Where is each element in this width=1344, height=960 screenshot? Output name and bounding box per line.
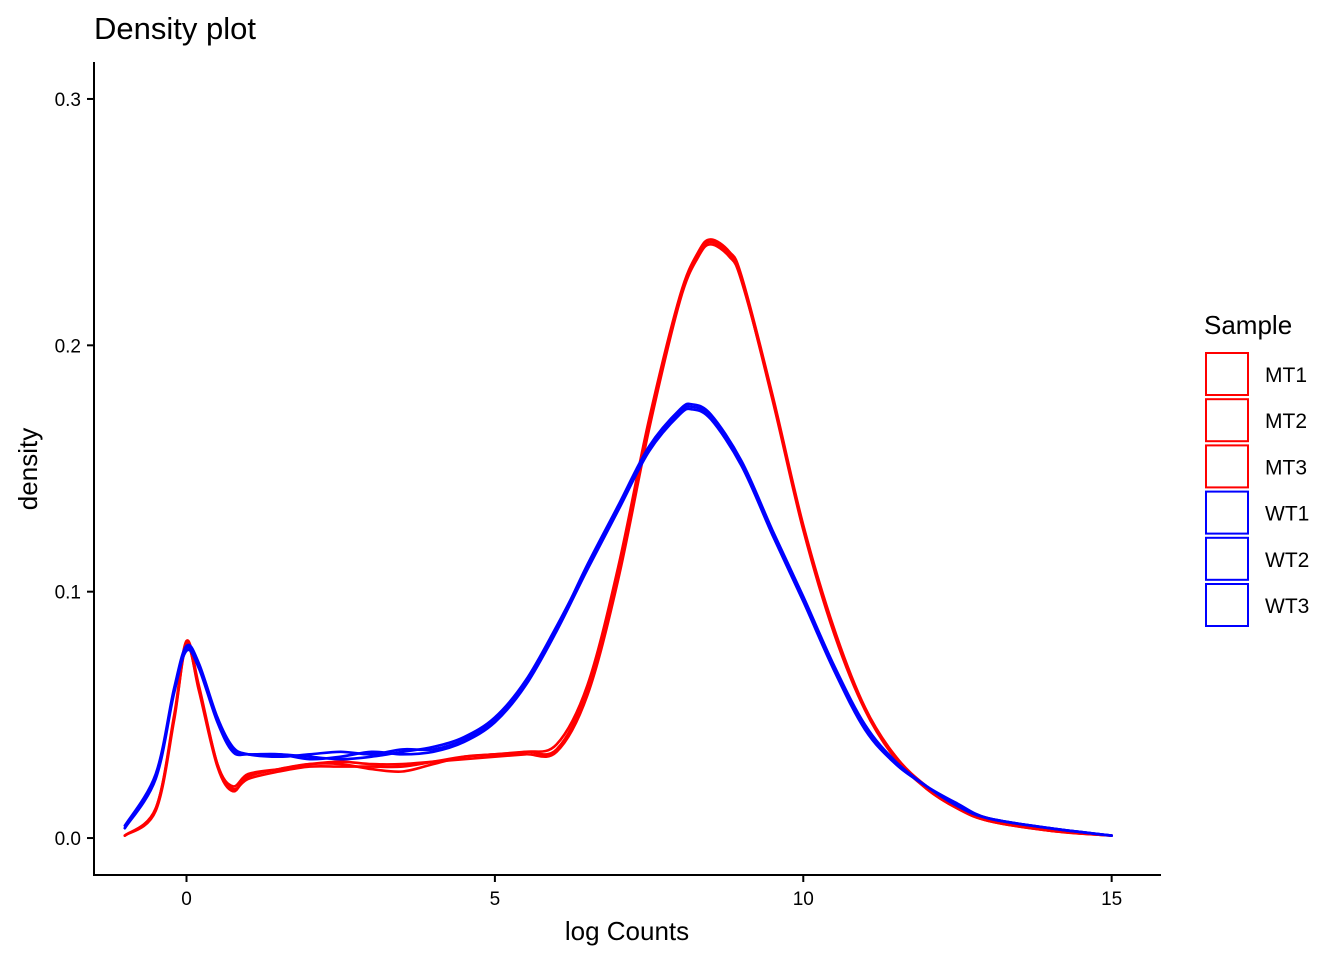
series-layer	[123, 238, 1113, 837]
x-tick-label: 0	[181, 889, 192, 910]
legend-label: MT2	[1265, 410, 1307, 433]
x-tick-label: 10	[793, 889, 814, 910]
y-tick-label: 0.3	[55, 90, 81, 111]
legend-title: Sample	[1204, 310, 1292, 340]
legend-label: MT1	[1265, 364, 1307, 387]
legend-key-mt1	[1205, 352, 1249, 396]
series-line-mt2	[123, 240, 1113, 837]
y-tick-label: 0.0	[55, 829, 81, 850]
legend-label: WT3	[1265, 595, 1309, 618]
x-tick-label: 15	[1101, 889, 1122, 910]
x-axis-ticks: 0 5 10 15	[181, 875, 1122, 910]
series-line-mt1	[123, 238, 1113, 837]
legend-key-wt1	[1205, 490, 1249, 535]
chart-title: Density plot	[94, 11, 256, 46]
legend-label: MT3	[1265, 456, 1307, 479]
legend-key-mt3	[1205, 444, 1249, 489]
x-tick-label: 5	[490, 889, 501, 910]
y-tick-label: 0.2	[55, 336, 81, 357]
series-line-wt3	[123, 407, 1113, 837]
y-tick-label: 0.1	[55, 583, 81, 604]
legend-key-wt3	[1205, 583, 1249, 627]
legend-label: WT2	[1265, 549, 1309, 572]
y-axis-title: density	[13, 428, 43, 510]
legend: Sample MT1 MT2 MT3 WT1 WT2 WT3	[1204, 310, 1309, 627]
series-line-mt3	[123, 243, 1113, 837]
legend-key-wt2	[1205, 536, 1249, 581]
legend-label: WT1	[1265, 503, 1309, 526]
legend-key-mt2	[1205, 398, 1249, 443]
x-axis-title: log Counts	[565, 916, 689, 946]
y-axis-ticks: 0.0 0.1 0.2 0.3	[55, 90, 94, 850]
legend-items: MT1 MT2 MT3 WT1 WT2 WT3	[1205, 352, 1309, 627]
